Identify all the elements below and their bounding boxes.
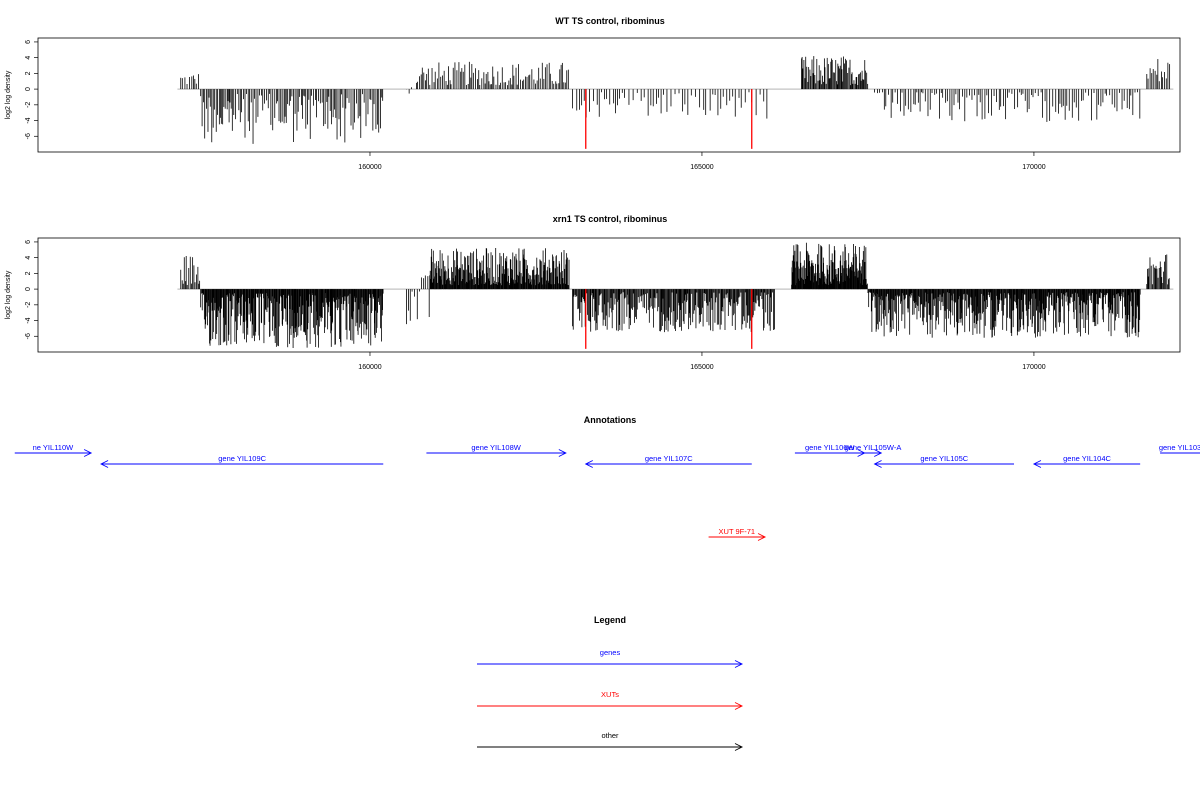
gene-arrow: gene YIL109C bbox=[100, 454, 384, 468]
legend-item: XUTs bbox=[477, 690, 744, 710]
arrowhead bbox=[857, 449, 866, 457]
gene-label: gene YIL106W bbox=[805, 443, 855, 452]
gene-label: gene YIL109C bbox=[218, 454, 266, 463]
arrowhead bbox=[584, 460, 593, 468]
arrowhead bbox=[1032, 460, 1042, 468]
x-tick-label: 160000 bbox=[358, 164, 381, 171]
y-axis-label: log2 log density bbox=[5, 70, 12, 119]
gene-arrow: gene YIL104C bbox=[1032, 454, 1141, 468]
gene-arrow: ne YIL110W bbox=[14, 443, 93, 457]
y-tick-label: -4 bbox=[25, 117, 32, 123]
bars-group bbox=[177, 242, 1174, 349]
legend-label: XUTs bbox=[601, 690, 619, 699]
y-tick-label: -6 bbox=[25, 333, 32, 339]
plot-frame bbox=[37, 37, 1181, 153]
panel-title: xrn1 TS control, ribominus bbox=[553, 214, 668, 224]
legend-label: other bbox=[601, 731, 619, 740]
gene-label: gene YIL105W-A bbox=[844, 443, 901, 452]
arrowhead bbox=[558, 449, 567, 457]
gene-arrow: gene YIL105W-A bbox=[844, 443, 901, 457]
gene-arrows: ne YIL110W gene YIL109C gene YIL108W gene Y… bbox=[14, 443, 1200, 541]
axes-group: 6 4 2 0 -2 -4 -6 160000 165000 170000 bbox=[25, 40, 1046, 171]
y-tick-label: 6 bbox=[25, 240, 32, 244]
gene-label: gene YIL108W bbox=[471, 443, 521, 452]
annotations-title: Annotations bbox=[584, 415, 637, 425]
arrowhead bbox=[83, 449, 93, 457]
panel-title: WT TS control, ribominus bbox=[555, 16, 665, 26]
arrowhead bbox=[757, 533, 767, 541]
legend-arrowhead bbox=[734, 660, 744, 668]
x-tick-label: 170000 bbox=[1022, 164, 1045, 171]
gene-label: gene YIL105C bbox=[920, 454, 968, 463]
gene-label: XUT 9F-71 bbox=[719, 527, 756, 536]
y-tick-label: 4 bbox=[25, 56, 32, 60]
legend-label: genes bbox=[600, 648, 621, 657]
x-tick-label: 160000 bbox=[358, 364, 381, 371]
annotations-track: Annotations ne YIL110W gene YIL109C gene Y… bbox=[14, 415, 1200, 541]
y-tick-label: -6 bbox=[25, 133, 32, 139]
xrn1-coverage-panel: xrn1 TS control, ribominus log2 log dens… bbox=[5, 214, 1181, 371]
legend-items: genes XUTs other bbox=[477, 648, 744, 751]
gene-arrow: gene YIL106W bbox=[794, 443, 866, 457]
y-tick-label: 2 bbox=[25, 271, 32, 275]
plot-frame bbox=[37, 237, 1181, 353]
y-tick-label: 6 bbox=[25, 40, 32, 44]
gene-label: ne YIL110W bbox=[33, 443, 75, 452]
wt-coverage-panel: WT TS control, ribominus log2 log densit… bbox=[5, 16, 1181, 171]
gene-arrow: XUT 9F-71 bbox=[708, 527, 767, 541]
legend-arrowhead bbox=[734, 702, 744, 710]
y-tick-label: -2 bbox=[25, 302, 32, 308]
gene-arrow: gene YIL108W bbox=[426, 443, 567, 457]
gene-arrow: gene YIL103 bbox=[1159, 443, 1200, 454]
y-tick-label: 2 bbox=[25, 71, 32, 75]
gene-arrow: gene YIL105C bbox=[873, 454, 1015, 468]
legend-item: other bbox=[477, 731, 744, 751]
y-axis-label: log2 log density bbox=[5, 270, 12, 319]
legend: Legend genes XUTs other bbox=[477, 615, 744, 751]
x-tick-label: 170000 bbox=[1022, 364, 1045, 371]
y-tick-label: -2 bbox=[25, 102, 32, 108]
gene-label: gene YIL107C bbox=[645, 454, 693, 463]
legend-item: genes bbox=[477, 648, 744, 668]
y-tick-label: 4 bbox=[25, 256, 32, 260]
y-tick-label: 0 bbox=[25, 287, 32, 291]
gene-arrow: gene YIL107C bbox=[584, 454, 752, 468]
legend-arrowhead bbox=[734, 743, 744, 751]
gene-label: gene YIL103 bbox=[1159, 443, 1200, 452]
x-tick-label: 165000 bbox=[690, 164, 713, 171]
x-tick-label: 165000 bbox=[690, 364, 713, 371]
arrowhead bbox=[873, 460, 882, 468]
y-tick-label: -4 bbox=[25, 317, 32, 323]
gene-label: gene YIL104C bbox=[1063, 454, 1111, 463]
arrowhead bbox=[100, 460, 109, 468]
y-tick-label: 0 bbox=[25, 87, 32, 91]
axes-group: 6 4 2 0 -2 -4 -6 160000 165000 170000 bbox=[25, 240, 1046, 371]
bars-group bbox=[177, 56, 1174, 149]
legend-title: Legend bbox=[594, 615, 626, 625]
arrowhead bbox=[874, 449, 883, 457]
